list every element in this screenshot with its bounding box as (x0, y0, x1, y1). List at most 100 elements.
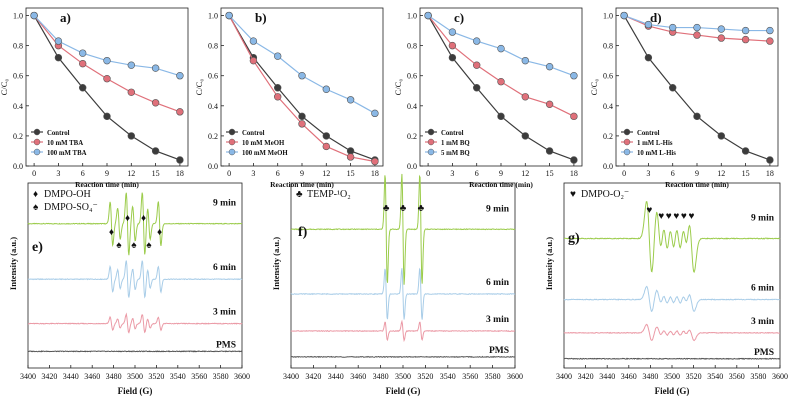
legend-marker (427, 138, 435, 146)
data-point (176, 108, 184, 116)
legend-label: DMPO-OH (44, 189, 91, 200)
peak-marker: ♦ (141, 213, 146, 224)
x-tick-label: 0 (622, 169, 626, 178)
spectrum-line-2 (563, 285, 781, 312)
x-tick-label: 3600 (507, 372, 523, 381)
legend-label: Control (242, 130, 265, 137)
data-point (371, 157, 379, 166)
data-point (274, 52, 282, 60)
data-point (127, 61, 136, 69)
spectrum-line-4 (27, 350, 243, 353)
x-axis-label: Field (G) (386, 386, 421, 396)
x-tick-label: 18 (371, 169, 379, 178)
legend-marker (623, 128, 631, 136)
data-point (127, 88, 136, 96)
x-axis-label: Reaction time (min) (75, 180, 139, 189)
data-point (473, 61, 481, 69)
y-tick-label: 0.2 (603, 132, 613, 141)
peak-marker: ♥ (658, 211, 664, 222)
data-point (521, 132, 529, 140)
legend-symbol: ♠ (33, 202, 39, 213)
y-tick-label: 0.4 (407, 102, 417, 111)
data-point (497, 78, 505, 86)
epr-panel-3: 3400 3420 3440 3460 3480 3500 3520 3540 3560 3580… (544, 182, 788, 396)
x-tick-label: 3580 (485, 372, 501, 381)
y-tick-label: 0.8 (407, 42, 417, 51)
data-point (693, 31, 701, 39)
peak-marker: ♦ (157, 227, 162, 238)
peak-marker: ♠ (146, 240, 152, 251)
peak-marker: ♥ (673, 211, 679, 222)
plot-frame (563, 182, 781, 369)
x-tick-label: 3580 (213, 372, 229, 381)
data-point (78, 49, 87, 57)
data-point (717, 25, 725, 33)
x-tick-label: 3580 (750, 372, 766, 381)
kinetics-panel-3: 0.0 0.2 0.4 0.6 0.8 1.0 0 3 6 9 12 15 18 Reaction tim… (393, 7, 583, 189)
peak-marker: ♣ (400, 203, 407, 214)
data-point (298, 120, 306, 128)
x-tick-label: 3500 (395, 372, 411, 381)
legend-label: DMPO-SO₄⁻ (44, 202, 98, 213)
data-point (103, 112, 111, 121)
x-tick-label: 3 (646, 169, 650, 178)
legend-symbol: ♦ (33, 189, 38, 200)
panel-label: b) (255, 10, 267, 25)
legend-marker (228, 128, 236, 136)
peak-marker: ♦ (125, 213, 130, 224)
data-point (766, 156, 774, 164)
data-point (545, 100, 554, 109)
x-tick-label: 3540 (707, 372, 723, 381)
x-tick-label: 6 (276, 169, 280, 178)
time-label: 9 min (213, 199, 237, 209)
legend-marker (623, 148, 631, 156)
y-tick-label: 1.0 (603, 12, 613, 21)
legend-label: Control (441, 130, 464, 137)
kinetics-panel-4: 0.0 0.2 0.4 0.6 0.8 1.0 0 3 6 9 12 15 18 Reaction tim… (589, 7, 779, 189)
spectrum-line-2 (290, 267, 516, 320)
data-point (497, 112, 505, 121)
data-point (448, 28, 457, 36)
x-tick-label: 3560 (729, 372, 745, 381)
x-tick-label: 12 (322, 169, 330, 178)
data-point (521, 93, 529, 101)
y-axis-label: C/C₀ (0, 79, 9, 96)
x-axis-label: Reaction time (min) (270, 180, 334, 189)
legend-label: 100 mM TBA (47, 150, 87, 157)
x-tick-label: 3 (251, 169, 255, 178)
data-point (103, 56, 111, 65)
y-tick-label: 0.0 (13, 162, 23, 171)
x-tick-label: 3 (56, 169, 60, 178)
y-tick-label: 1.0 (13, 12, 23, 21)
data-point (151, 99, 160, 107)
x-tick-label: 6 (81, 169, 85, 178)
data-point (521, 56, 529, 65)
y-tick-label: 0.8 (13, 42, 23, 51)
panel-label: d) (650, 10, 662, 25)
x-tick-label: 3440 (63, 372, 79, 381)
y-tick-label: 0.0 (603, 162, 613, 171)
time-label: 9 min (751, 214, 775, 224)
x-tick-label: 0 (426, 169, 430, 178)
data-point (346, 153, 355, 161)
x-tick-label: 3440 (328, 372, 344, 381)
peak-marker: ♦ (109, 227, 114, 238)
x-tick-label: 3520 (148, 372, 164, 381)
x-axis-label: Reaction time (min) (665, 180, 729, 189)
legend-marker (623, 138, 631, 146)
spectrum-line-1 (564, 200, 781, 274)
x-tick-label: 3 (450, 169, 454, 178)
data-point (322, 142, 330, 151)
data-point (497, 44, 505, 53)
spectrum-line-1 (290, 173, 516, 285)
x-tick-label: 18 (766, 169, 774, 178)
time-label: PMS (754, 348, 774, 358)
x-tick-label: 3600 (772, 372, 788, 381)
y-tick-label: 0.6 (208, 72, 218, 81)
data-point (249, 56, 258, 65)
spectrum-line-1 (27, 192, 243, 256)
y-tick-label: 1.0 (407, 12, 417, 21)
data-point (717, 34, 725, 42)
legend-label: 1 mM L-His (637, 140, 673, 147)
x-tick-label: 3440 (599, 372, 615, 381)
